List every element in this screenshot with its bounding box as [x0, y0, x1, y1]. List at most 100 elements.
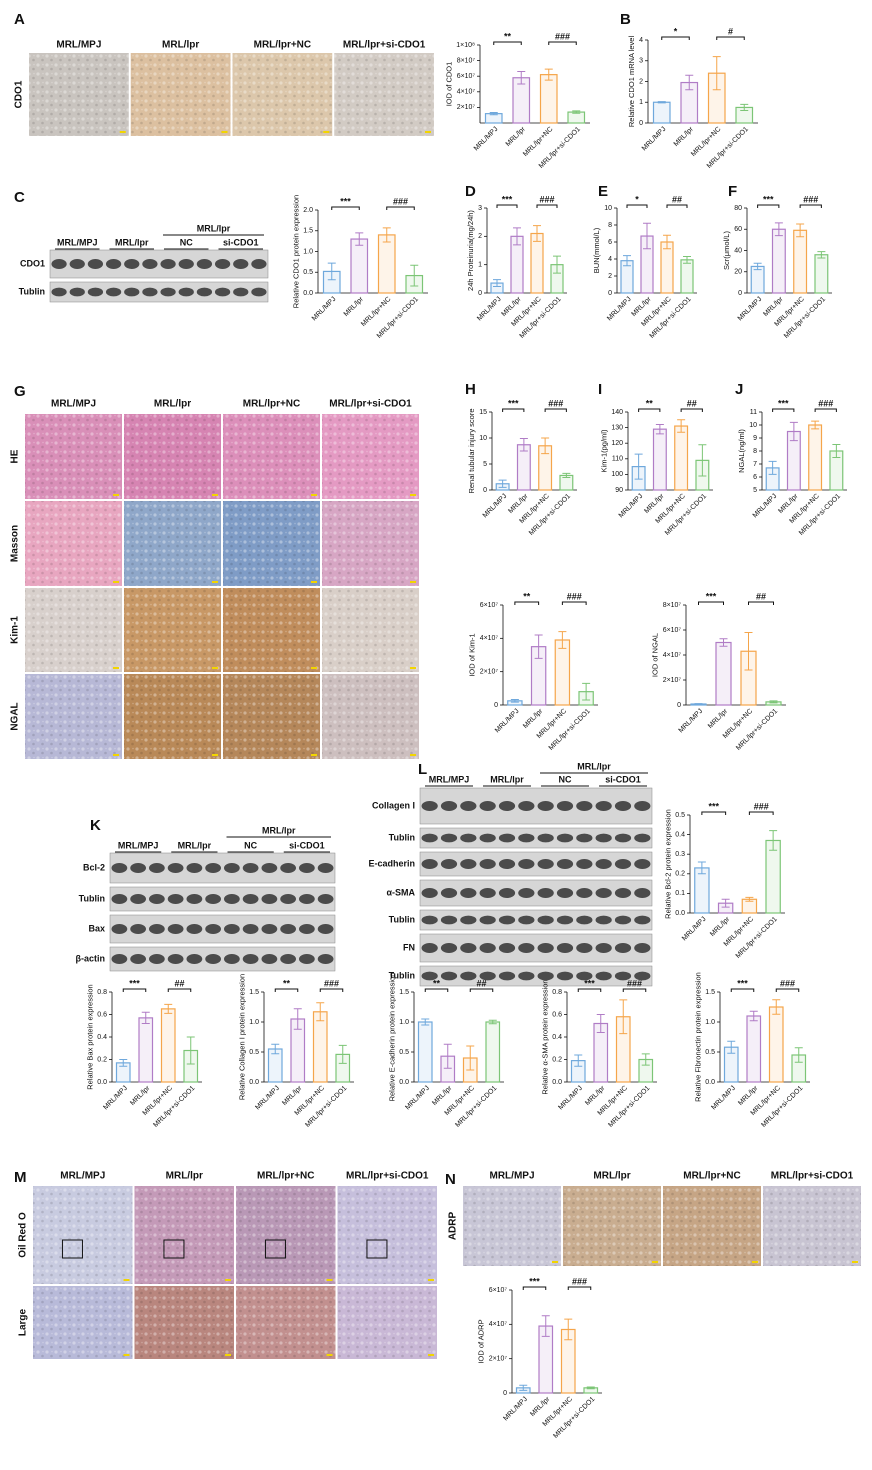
significance-label: ##: [476, 978, 486, 988]
y-tick-label: 6×10⁷: [480, 602, 499, 609]
blot-band: [111, 924, 128, 934]
bar: [652, 101, 671, 124]
micrograph-texture: [322, 588, 419, 672]
error-bar: [466, 1045, 475, 1071]
y-tick-label: 0: [478, 290, 482, 297]
blot-band: [479, 833, 496, 843]
x-tick-label: MRL/MPJ: [502, 1396, 529, 1423]
blot-band: [317, 954, 334, 964]
micrograph-texture: [223, 588, 320, 672]
blot-band: [440, 833, 458, 843]
blot-band: [142, 259, 158, 269]
y-tick-label: 6×10⁷: [457, 73, 476, 80]
blot-band: [167, 863, 184, 873]
blot-band: [479, 859, 496, 869]
error-bar: [355, 232, 364, 246]
blot-band: [124, 259, 140, 269]
significance-bracket: [680, 408, 703, 412]
blot-band: [251, 259, 267, 269]
micrograph-texture: [25, 674, 122, 759]
blot-band: [421, 859, 438, 869]
y-tick-label: 8: [608, 222, 612, 229]
blot-band: [224, 894, 240, 904]
scale-bar: [425, 131, 431, 133]
blot-row-label: β-actin: [76, 953, 106, 963]
blot-band: [186, 863, 203, 873]
y-tick-label: 6×10⁷: [663, 627, 682, 634]
blot-band: [498, 943, 516, 953]
micrograph-texture: [236, 1186, 336, 1284]
x-tick-label: MRL/lpr: [505, 125, 528, 148]
significance-label: ***: [708, 801, 719, 811]
error-bar: [141, 1011, 150, 1024]
y-tick-label: 0.4: [675, 831, 685, 838]
blot-band: [280, 863, 296, 873]
blot-band: [556, 833, 574, 843]
micrograph-texture: [134, 1186, 234, 1284]
significance-label: ###: [324, 978, 339, 988]
blot-band: [51, 287, 67, 297]
y-tick-label: 2.0: [303, 207, 313, 214]
y-tick-label: 100: [611, 471, 623, 478]
y-tick-label: 0.0: [97, 1079, 107, 1086]
error-bar: [774, 222, 783, 237]
blot-band: [460, 833, 477, 843]
significance-label: **: [504, 31, 512, 41]
y-tick-label: 0.2: [552, 1056, 562, 1063]
x-tick-label: MRL/MPJ: [557, 1085, 584, 1112]
error-bar: [489, 111, 498, 116]
y-tick-label: 8×10⁷: [663, 602, 682, 609]
y-tick-label: 0.0: [303, 290, 313, 297]
error-bar: [657, 101, 666, 104]
error-bar: [694, 703, 703, 705]
blot-band: [233, 259, 249, 269]
blot-band: [317, 894, 334, 904]
bar: [660, 241, 674, 294]
y-tick-label: 0: [639, 120, 643, 127]
micrograph-texture: [223, 674, 320, 759]
x-tick-label: MRL/lpr: [522, 707, 545, 730]
blot-band: [479, 915, 496, 925]
blot-band: [479, 971, 496, 981]
error-bar: [534, 634, 543, 659]
blot-row-label: Tublin: [389, 832, 415, 842]
significance-bracket: [386, 206, 415, 210]
blot-band: [460, 971, 477, 981]
blot-band: [87, 287, 104, 297]
y-tick-label: 2: [608, 273, 612, 280]
blot-band: [634, 971, 651, 981]
bar: [539, 74, 558, 124]
blot-band: [595, 801, 612, 811]
y-tick-label: 1.5: [303, 228, 313, 235]
y-axis-label: IOD of NGAL: [651, 633, 660, 677]
blot-band: [280, 894, 296, 904]
scale-bar: [428, 1354, 434, 1356]
micrograph-texture: [563, 1186, 661, 1266]
y-tick-label: 140: [611, 409, 623, 416]
micrograph-texture: [33, 1186, 133, 1284]
blot-band: [186, 954, 203, 964]
y-tick-label: 0.3: [675, 851, 685, 858]
image-row-label: Oil Red O: [18, 1212, 29, 1258]
y-tick-label: 8: [753, 448, 757, 455]
image-row-label: ADRP: [448, 1212, 459, 1241]
blot-band: [614, 859, 632, 869]
significance-label: ***: [763, 194, 774, 204]
x-tick-label: MRL/lpr+si-CDO1: [152, 1085, 196, 1129]
panel-letter: M: [14, 1169, 27, 1186]
error-bar: [744, 632, 753, 671]
scale-bar: [323, 131, 330, 133]
y-tick-label: 2×10⁷: [457, 104, 476, 111]
x-tick-label: MRL/MPJ: [752, 493, 779, 520]
blot-band: [111, 894, 128, 904]
x-tick-label: MRL/lpr+si-CDO1: [607, 1085, 651, 1129]
y-tick-label: 2×10⁷: [663, 677, 682, 684]
bar: [417, 1021, 433, 1083]
blot-band: [595, 888, 612, 898]
blot-band: [576, 943, 593, 953]
error-bar: [519, 1384, 528, 1391]
blot-band: [242, 924, 259, 934]
blot-band: [634, 859, 651, 869]
significance-label: ***: [706, 591, 717, 601]
x-tick-label: MRL/MPJ: [710, 1085, 737, 1112]
